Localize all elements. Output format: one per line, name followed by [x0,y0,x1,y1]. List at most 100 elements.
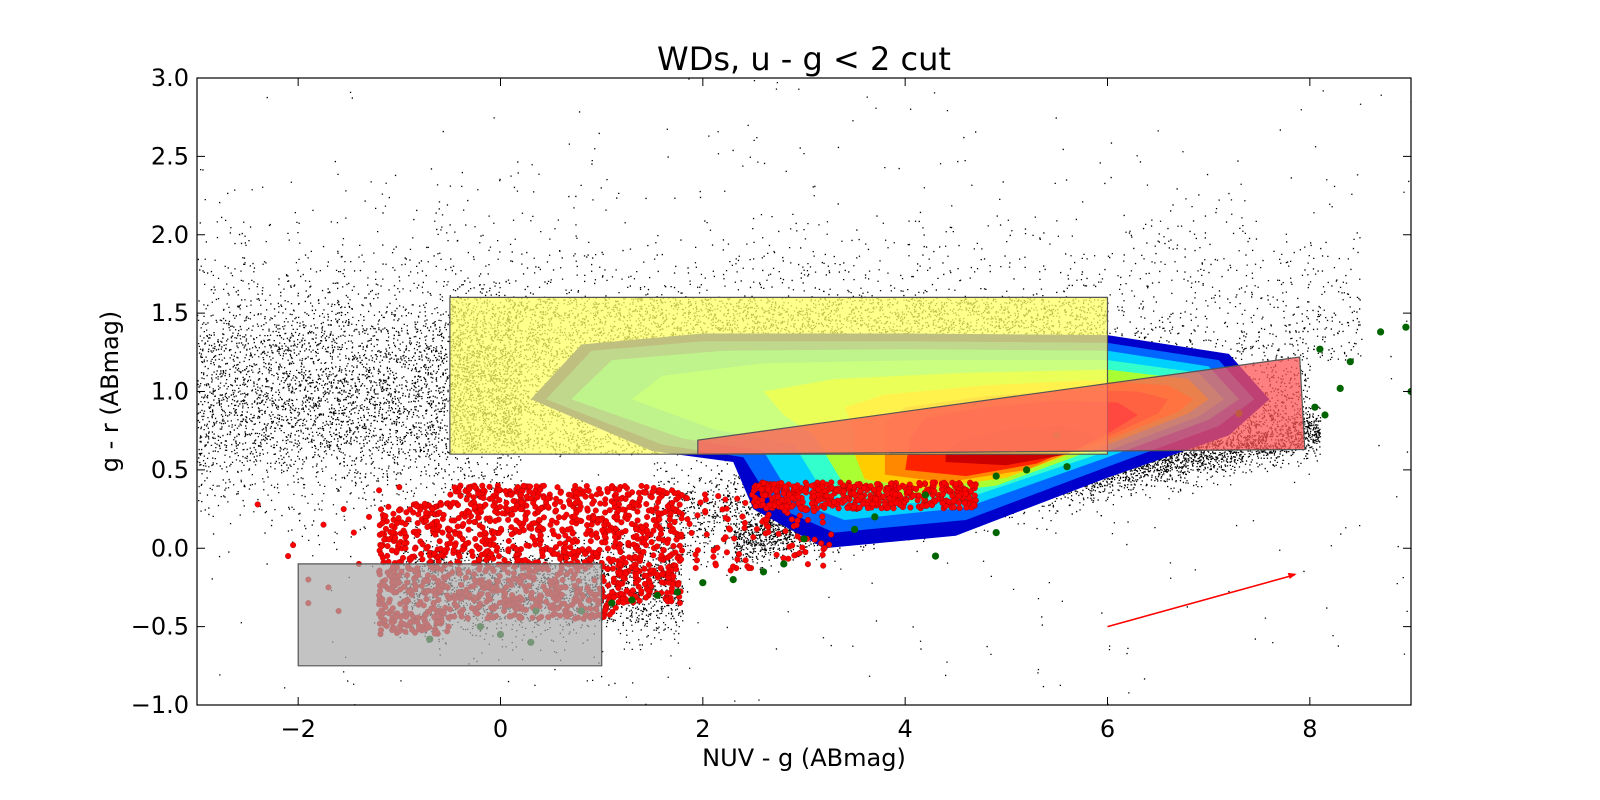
white-dwarf-point [804,561,811,568]
white-dwarf-point [664,590,671,597]
white-dwarf-point [403,509,410,516]
white-dwarf-point [418,551,425,558]
white-dwarf-point [413,503,420,510]
white-dwarf-point [382,513,389,520]
white-dwarf-point [625,539,632,546]
white-dwarf-point [905,488,912,495]
white-dwarf-point [540,482,547,489]
white-dwarf-point [466,509,473,516]
white-dwarf-point [538,505,545,512]
white-dwarf-point [643,594,650,601]
white-dwarf-point [722,496,729,503]
white-dwarf-point [953,481,960,488]
white-dwarf-point [584,522,591,529]
white-dwarf-point [594,534,601,541]
white-dwarf-point [452,530,459,537]
y-tick-label: 0.5 [151,456,189,484]
white-dwarf-point [523,542,530,549]
white-dwarf-point [419,541,426,548]
white-dwarf-point [554,484,561,491]
white-dwarf-point [670,543,677,550]
white-dwarf-point [819,519,826,526]
white-dwarf-point [489,495,496,502]
white-dwarf-point [508,491,515,498]
white-dwarf-point [779,497,786,504]
white-dwarf-point [668,598,675,605]
white-dwarf-point [616,501,623,508]
green-point [729,576,737,584]
green-point [1346,358,1354,366]
y-tick-label: −0.5 [131,613,189,641]
white-dwarf-point [536,523,543,530]
white-dwarf-point [452,542,459,549]
green-point [1377,328,1385,336]
chart-title: WDs, u - g < 2 cut [657,40,951,78]
white-dwarf-point [723,549,730,556]
white-dwarf-point [517,506,524,513]
white-dwarf-point [438,552,445,559]
white-dwarf-point [479,524,486,531]
white-dwarf-point [590,514,597,521]
green-point [1336,384,1344,392]
white-dwarf-point [601,533,608,540]
white-dwarf-point [527,495,534,502]
white-dwarf-point [503,499,510,506]
white-dwarf-point [414,520,421,527]
white-dwarf-point [508,531,515,538]
white-dwarf-point [537,486,544,493]
white-dwarf-point [626,504,633,511]
x-tick-label: 4 [898,715,913,743]
white-dwarf-point [955,493,962,500]
axis-ticks: −2 0 2 4 6 8 −1.0 −0.5 0.0 0.5 1.0 1.5 2.0 2.5 3.0 [131,64,1411,743]
white-dwarf-point [633,579,640,586]
white-dwarf-point [726,525,733,532]
white-dwarf-point [821,545,828,552]
white-dwarf-point [431,550,438,557]
white-dwarf-point [612,533,619,540]
white-dwarf-point [446,526,453,533]
white-dwarf-point [639,524,646,531]
white-dwarf-point [815,486,822,493]
white-dwarf-point [869,501,876,508]
white-dwarf-point [472,535,479,542]
white-dwarf-point [477,531,484,538]
white-dwarf-point [664,539,671,546]
white-dwarf-point [969,482,976,489]
white-dwarf-point [950,497,957,504]
white-dwarf-point [939,500,946,507]
white-dwarf-point [833,487,840,494]
white-dwarf-point [638,588,645,595]
white-dwarf-point [676,501,683,508]
white-dwarf-point [385,503,392,510]
white-dwarf-point [656,487,663,494]
white-dwarf-point [569,539,576,546]
white-dwarf-point [893,499,900,506]
white-dwarf-point [486,483,493,490]
white-dwarf-point [610,565,617,572]
white-dwarf-point [460,521,467,528]
white-dwarf-point [896,484,903,491]
white-dwarf-point [589,500,596,507]
white-dwarf-point [392,534,399,541]
white-dwarf-point [509,511,516,518]
white-dwarf-point [320,521,327,528]
white-dwarf-point [736,551,743,558]
green-point [871,513,879,521]
white-dwarf-point [658,531,665,538]
white-dwarf-point [620,599,627,606]
x-tick-label: 2 [695,715,710,743]
y-tick-label: 3.0 [151,64,189,92]
white-dwarf-point [931,488,938,495]
white-dwarf-point [802,507,809,514]
white-dwarf-point [613,495,620,502]
white-dwarf-point [667,510,674,517]
white-dwarf-point [632,553,639,560]
white-dwarf-point [662,509,669,516]
white-dwarf-point [703,531,710,538]
white-dwarf-point [734,556,741,563]
white-dwarf-point [648,539,655,546]
white-dwarf-point [618,519,625,526]
white-dwarf-point [340,506,347,513]
white-dwarf-point [585,487,592,494]
